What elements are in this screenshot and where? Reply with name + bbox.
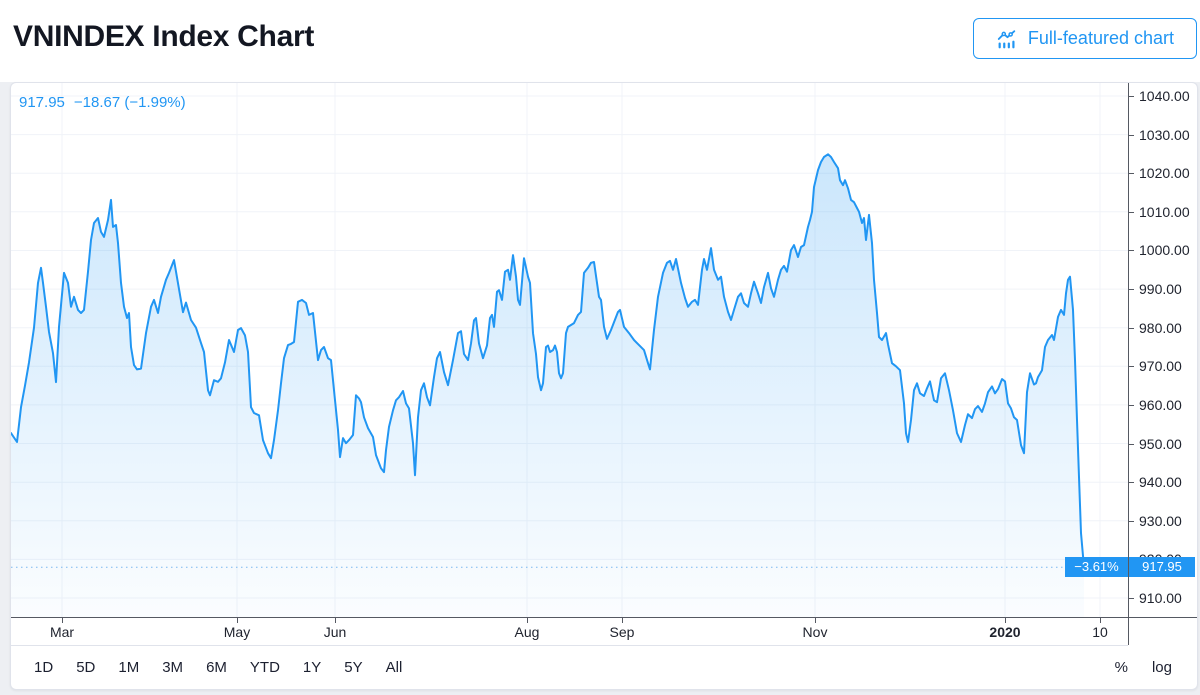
time-axis-label: Sep (609, 624, 635, 640)
change-percent-badge: −3.61% (1065, 557, 1128, 577)
price-axis-tick (1129, 289, 1134, 290)
time-axis-tick (1005, 618, 1006, 623)
price-axis-label: 1040.00 (1139, 88, 1190, 104)
time-axis-label: 10 (1092, 624, 1108, 640)
time-axis-label: Mar (49, 624, 75, 640)
price-axis-tick (1129, 482, 1134, 483)
price-axis-tick (1129, 366, 1134, 367)
price-axis-tick (1129, 405, 1134, 406)
time-axis-label: 2020 (989, 624, 1021, 640)
price-axis-label: 1010.00 (1139, 204, 1190, 220)
area-fill (11, 154, 1084, 617)
price-axis-label: 940.00 (1139, 474, 1182, 490)
price-axis[interactable]: 910.00920.00930.00940.00950.00960.00970.… (1129, 83, 1197, 617)
price-axis-tick (1129, 250, 1134, 251)
time-axis-tick (815, 618, 816, 623)
time-axis-label: Jun (323, 624, 347, 640)
full-featured-chart-label: Full-featured chart (1027, 28, 1174, 48)
price-axis-label: 990.00 (1139, 281, 1182, 297)
chart-card: 917.95−18.67 (−1.99%) 910.00920.00930.00… (10, 82, 1198, 690)
price-axis-tick (1129, 96, 1134, 97)
current-price-badge: 917.95 (1129, 557, 1195, 577)
range-1y-button[interactable]: 1Y (302, 659, 322, 676)
price-line-path (11, 153, 1085, 569)
time-axis-label: Nov (802, 624, 828, 640)
price-axis-tick (1129, 212, 1134, 213)
price-axis-label: 1030.00 (1139, 127, 1190, 143)
time-axis-tick (237, 618, 238, 623)
header: VNINDEX Index Chart Full-featured chart (0, 0, 1200, 82)
price-axis-border (1128, 83, 1129, 645)
time-axis-tick (335, 618, 336, 623)
toolbar: 1D 5D 1M 3M 6M YTD 1Y 5Y All % log (11, 646, 1197, 689)
price-axis-tick (1129, 444, 1134, 445)
price-axis-label: 930.00 (1139, 513, 1182, 529)
full-featured-chart-button[interactable]: Full-featured chart (972, 18, 1197, 59)
price-axis-tick (1129, 598, 1134, 599)
chart-icon (996, 28, 1018, 50)
time-axis-tick (62, 618, 63, 623)
price-axis-tick (1129, 173, 1134, 174)
price-axis-label: 1000.00 (1139, 242, 1190, 258)
price-chart[interactable] (11, 83, 1128, 617)
range-1m-button[interactable]: 1M (118, 659, 140, 676)
range-1d-button[interactable]: 1D (34, 659, 54, 676)
log-scale-button[interactable]: log (1151, 659, 1172, 676)
time-axis-tick (527, 618, 528, 623)
price-axis-label: 950.00 (1139, 436, 1182, 452)
legend-price: 917.95 (19, 94, 65, 111)
time-axis-tick (622, 618, 623, 623)
price-axis-tick (1129, 135, 1134, 136)
price-axis-label: 960.00 (1139, 397, 1182, 413)
scale-button-group: % log (1106, 656, 1183, 679)
percent-scale-button[interactable]: % (1114, 659, 1128, 676)
range-6m-button[interactable]: 6M (206, 659, 227, 676)
time-axis-label: Aug (514, 624, 540, 640)
chart-legend: 917.95 −18.67 (−1.99%) (19, 94, 186, 111)
price-axis-label: 980.00 (1139, 320, 1182, 336)
price-axis-label: 1020.00 (1139, 165, 1190, 181)
page-title: VNINDEX Index Chart (13, 20, 315, 53)
range-ytd-button[interactable]: YTD (249, 659, 280, 676)
range-5y-button[interactable]: 5Y (344, 659, 363, 676)
time-axis[interactable]: Mar May Jun Aug Sep Nov 2020 10 (11, 618, 1128, 646)
price-axis-tick (1129, 328, 1134, 329)
price-axis-label: 970.00 (1139, 358, 1182, 374)
price-axis-label: 910.00 (1139, 590, 1182, 606)
price-axis-tick (1129, 521, 1134, 522)
time-axis-label: May (223, 624, 251, 640)
range-button-group: 1D 5D 1M 3M 6M YTD 1Y 5Y All (25, 656, 416, 679)
legend-change: −18.67 (−1.99%) (73, 94, 186, 111)
range-all-button[interactable]: All (385, 659, 403, 676)
range-5d-button[interactable]: 5D (76, 659, 96, 676)
time-axis-tick (1100, 618, 1101, 623)
range-3m-button[interactable]: 3M (162, 659, 184, 676)
chart-region: 917.95−18.67 (−1.99%) 910.00920.00930.00… (11, 83, 1197, 618)
